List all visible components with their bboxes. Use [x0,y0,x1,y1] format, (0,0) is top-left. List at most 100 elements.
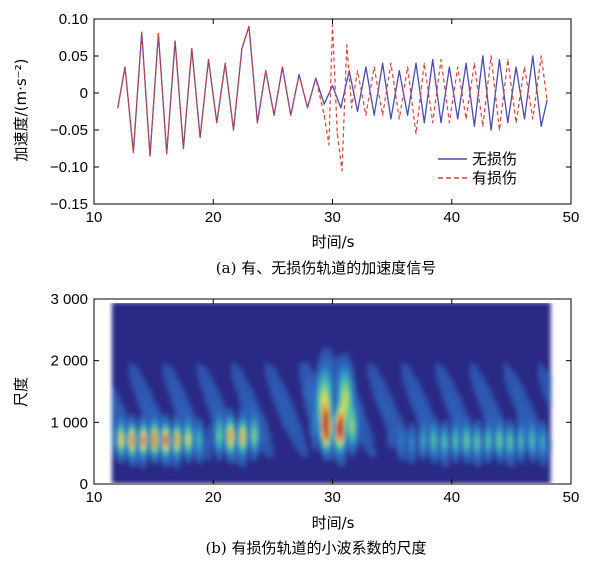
heatmap-cell [338,432,342,437]
heatmap-cell [289,420,293,424]
heatmap-cell [533,453,537,458]
series-point [149,155,151,157]
heatmap-cell [248,408,252,412]
heatmap-cell [216,444,220,449]
heatmap-cell [131,426,135,431]
heatmap-cell [111,408,115,412]
heatmap-cell [538,426,542,431]
heatmap-cell [219,432,223,437]
heatmap-cell [424,432,428,437]
heatmap-cell [345,377,349,382]
heatmap-cell [394,408,398,412]
heatmap-cell [521,459,525,464]
heatmap-cell [233,438,237,443]
heatmap-cell [436,368,440,373]
heatmap-cell [170,444,174,449]
heatmap-cell [370,374,374,379]
heatmap-cell [153,438,157,443]
heatmap-cell [209,426,213,431]
heatmap-cell [155,459,159,464]
heatmap-cell [138,402,142,406]
heatmap-cell [397,435,401,440]
heatmap-cell [484,417,488,421]
heatmap-cell [141,402,145,406]
series-point [306,107,309,109]
heatmap-cell [136,450,140,455]
heatmap-cell [282,393,286,397]
heatmap-cell [377,387,381,391]
series-point [448,122,450,124]
heatmap-cell [343,387,347,391]
heatmap-cell [326,411,330,415]
heatmap-cell [170,438,174,443]
heatmap-cell [428,414,432,418]
heatmap-cell [523,420,527,424]
heatmap-cell [143,383,147,388]
heatmap-cell [482,383,486,388]
heatmap-cell [131,456,135,461]
heatmap-cell [516,414,520,418]
heatmap-cell [548,441,552,446]
heatmap-cell [480,447,484,452]
heatmap-cell [365,438,369,443]
heatmap-cell [365,447,369,452]
heatmap-cell [321,441,325,446]
heatmap-cell [250,441,254,446]
heatmap-cell [197,432,201,437]
heatmap-cell [321,438,325,443]
heatmap-cell [333,390,337,394]
heatmap-cell [326,441,330,446]
heatmap-cell [487,402,491,406]
heatmap-cell [467,447,471,452]
heatmap-cell [365,435,369,440]
heatmap-cell [182,420,186,424]
heatmap-cell [202,435,206,440]
heatmap-cell [209,432,213,437]
heatmap-cell [441,435,445,440]
heatmap-cell [243,453,247,458]
heatmap-cell [533,441,537,446]
heatmap-cell [484,429,488,434]
heatmap-cell [226,450,230,455]
heatmap-cell [319,399,323,403]
heatmap-cell [299,365,303,370]
heatmap-cell [175,393,179,397]
heatmap-cell [548,447,552,452]
heatmap-cell [146,447,150,452]
heatmap-cell [304,447,308,452]
heatmap-cell [116,423,120,428]
heatmap-cell [238,450,242,455]
heatmap-cell [124,450,128,455]
heatmap-cell [265,365,269,370]
heatmap-cell [141,405,145,409]
heatmap-cell [455,441,459,446]
heatmap-cell [267,365,271,370]
heatmap-cell [541,438,545,443]
heatmap-cell [480,459,484,464]
heatmap-cell [314,390,318,394]
heatmap-cell [482,380,486,385]
heatmap-cell [343,444,347,449]
heatmap-cell [131,438,135,443]
heatmap-cell [370,371,374,376]
heatmap-cell [511,399,515,403]
heatmap-cell [521,432,525,437]
heatmap-cell [409,399,413,403]
heatmap-cell [248,396,252,400]
heatmap-cell [150,459,154,464]
heatmap-cell [209,387,213,391]
heatmap-cell [114,423,118,428]
heatmap-cell [355,435,359,440]
heatmap-cell [404,438,408,443]
heatmap-cell [192,444,196,449]
heatmap-cell [294,423,298,428]
heatmap-cell [150,450,154,455]
heatmap-cell [207,429,211,434]
heatmap-cell [236,365,240,370]
heatmap-cell [124,432,128,437]
heatmap-cell [504,444,508,449]
heatmap-cell [221,417,225,421]
heatmap-cell [116,411,120,415]
heatmap-cell [348,362,352,367]
b-xtick-label: 20 [205,489,222,506]
